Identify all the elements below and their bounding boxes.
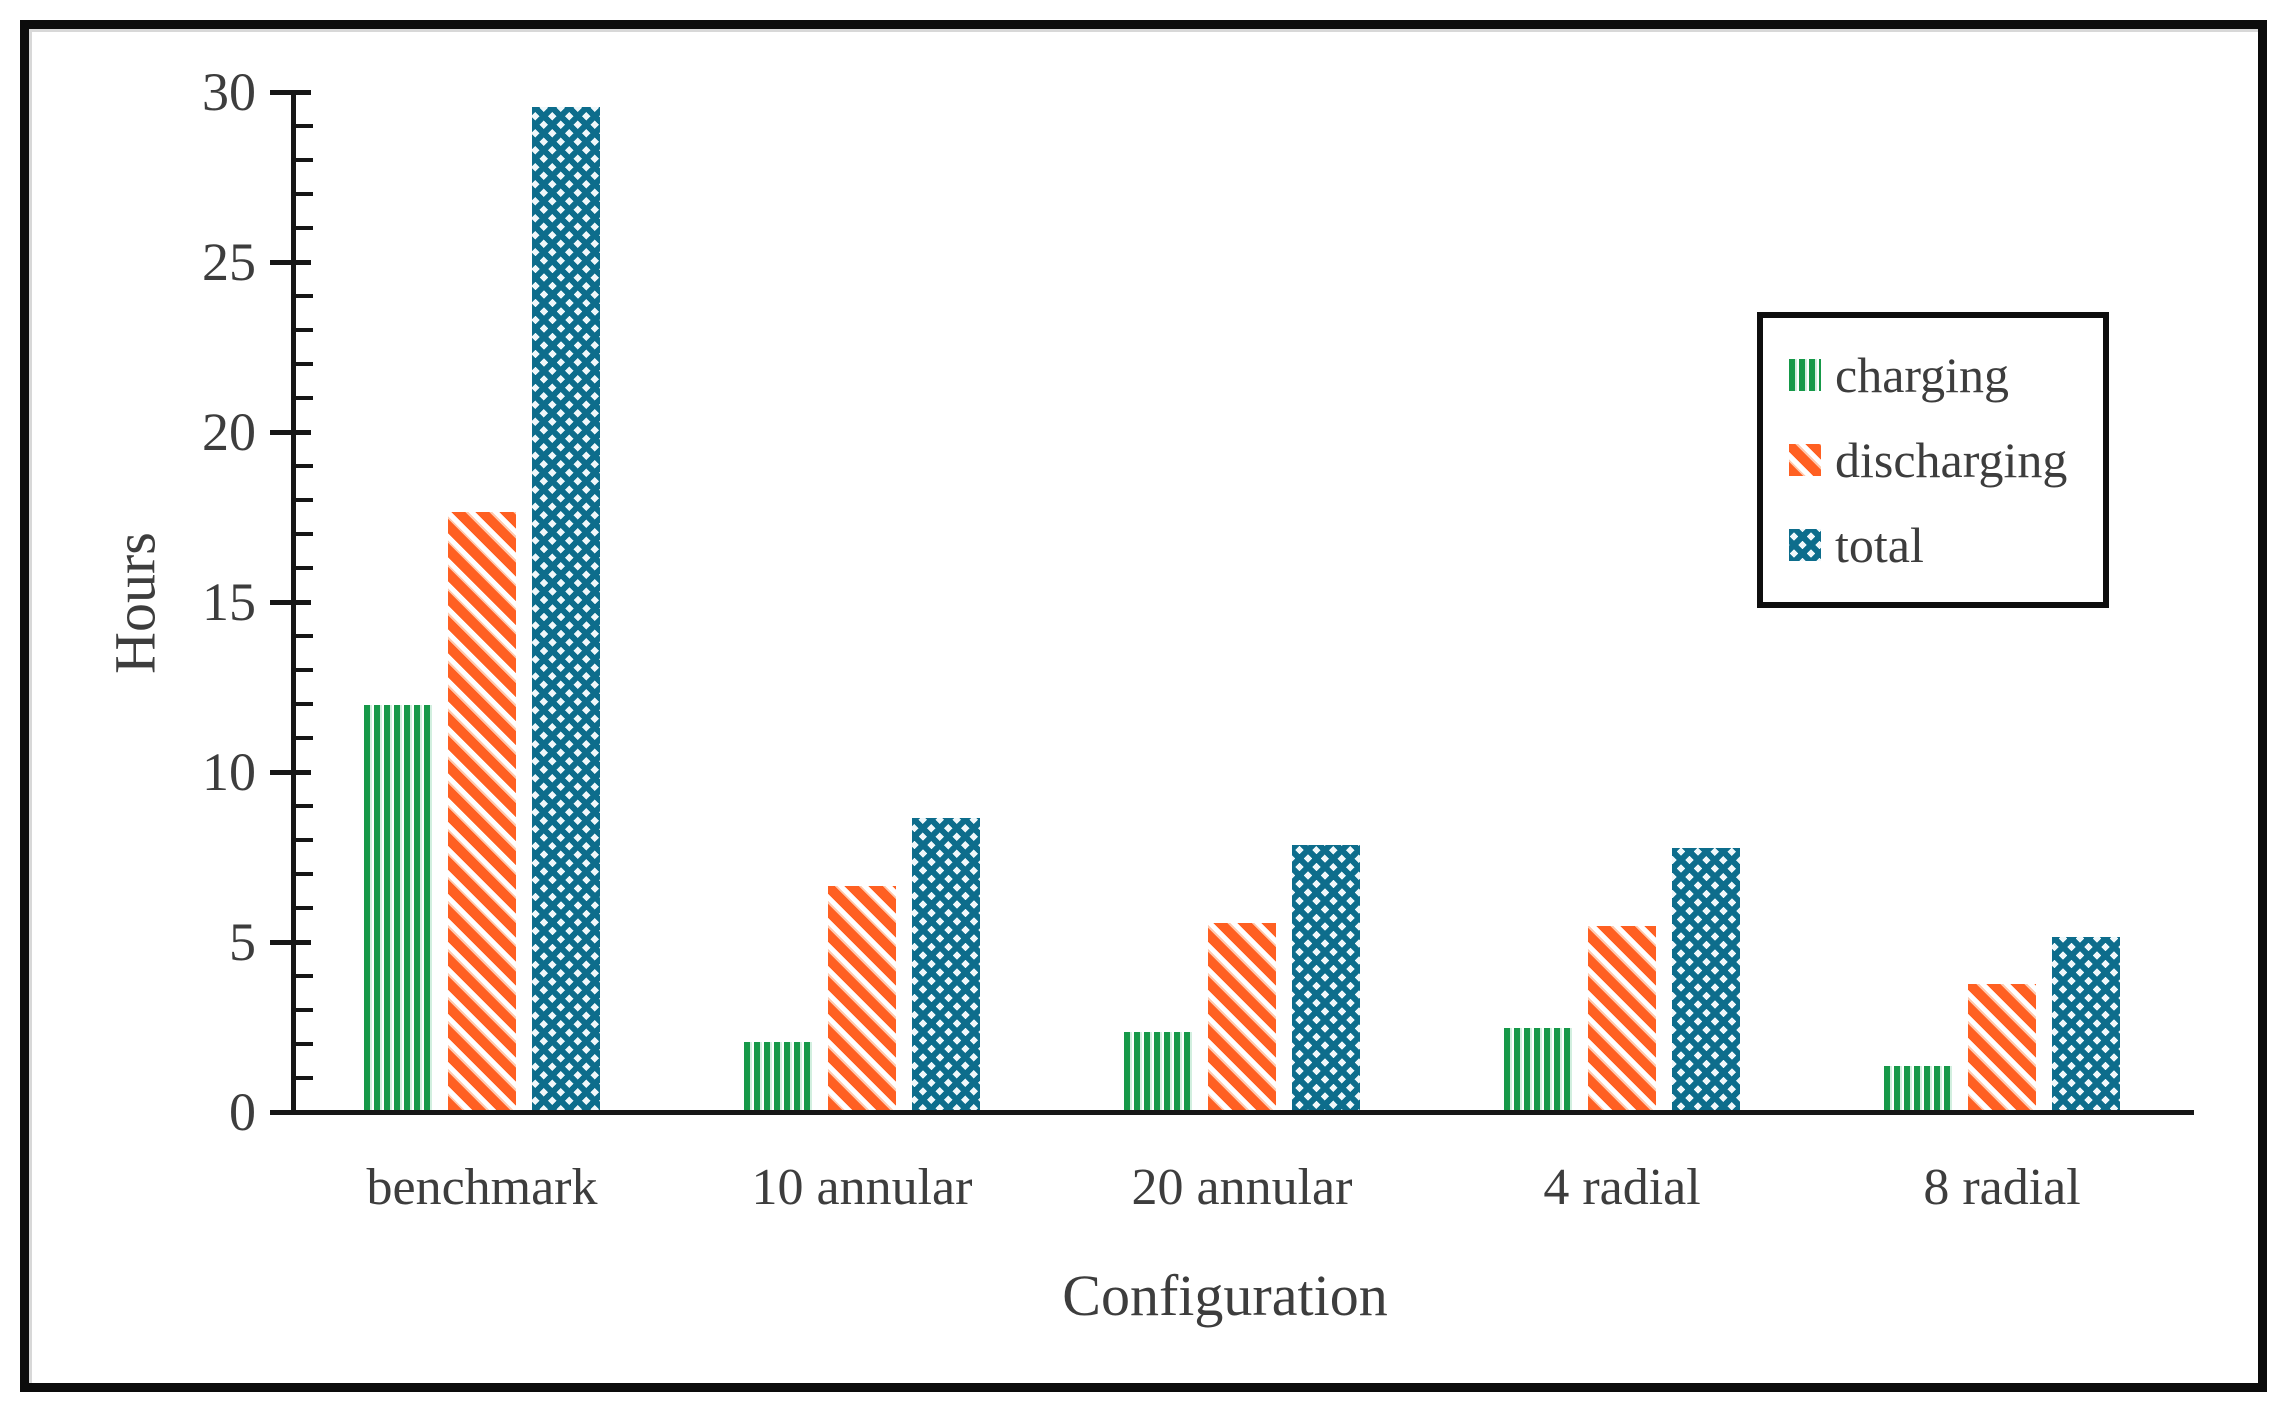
y-minor-tick <box>296 1008 313 1012</box>
y-minor-tick <box>296 974 313 978</box>
legend-swatch-discharging <box>1789 443 1821 476</box>
bar-charging-20-annular <box>1124 1032 1192 1110</box>
y-major-tick <box>270 769 311 775</box>
y-minor-tick <box>296 872 313 876</box>
y-major-tick <box>270 89 311 95</box>
y-tick-label: 30 <box>202 62 256 122</box>
y-minor-tick <box>296 566 313 570</box>
y-tick-label: 15 <box>202 572 256 632</box>
y-minor-tick <box>296 532 313 536</box>
y-minor-tick <box>296 396 313 400</box>
y-minor-tick <box>296 804 313 808</box>
y-tick-label: 10 <box>202 742 256 802</box>
y-tick-label: 5 <box>229 912 256 972</box>
x-tick-label: 4 radial <box>1543 1159 1701 1216</box>
y-minor-tick <box>296 294 313 298</box>
bar-discharging-8-radial <box>1968 984 2036 1110</box>
bar-discharging-4-radial <box>1588 926 1656 1110</box>
legend-label: discharging <box>1835 431 2068 488</box>
x-tick-label: 20 annular <box>1131 1159 1353 1216</box>
legend: charging discharging total <box>1757 312 2109 608</box>
bar-discharging-benchmark <box>448 512 516 1110</box>
y-major-tick <box>270 939 311 945</box>
bar-charging-benchmark <box>364 705 432 1110</box>
legend-item-total: total <box>1789 516 2077 574</box>
legend-item-charging: charging <box>1789 346 2077 404</box>
y-tick-label: 20 <box>202 402 256 462</box>
y-minor-tick <box>296 158 313 162</box>
x-tick-label: 10 annular <box>751 1159 973 1216</box>
bar-total-benchmark <box>532 107 600 1110</box>
bar-total-4-radial <box>1672 848 1740 1110</box>
x-tick-label: 8 radial <box>1923 1159 2081 1216</box>
y-minor-tick <box>296 702 313 706</box>
y-major-tick <box>270 599 311 605</box>
bar-charging-8-radial <box>1884 1066 1952 1110</box>
y-minor-tick <box>296 328 313 332</box>
bar-charging-4-radial <box>1504 1028 1572 1110</box>
legend-label: charging <box>1835 346 2010 403</box>
figure-border <box>20 20 2267 1392</box>
legend-item-discharging: discharging <box>1789 431 2077 489</box>
y-minor-tick <box>296 634 313 638</box>
y-minor-tick <box>296 192 313 196</box>
bar-discharging-20-annular <box>1208 923 1276 1110</box>
y-minor-tick <box>296 498 313 502</box>
x-axis-line <box>272 1110 2194 1115</box>
y-minor-tick <box>296 362 313 366</box>
y-minor-tick <box>296 668 313 672</box>
y-minor-tick <box>296 226 313 230</box>
bar-discharging-10-annular <box>828 886 896 1110</box>
legend-label: total <box>1835 517 1924 574</box>
legend-swatch-total <box>1789 529 1821 562</box>
y-minor-tick <box>296 736 313 740</box>
legend-swatch-charging <box>1789 358 1821 391</box>
bar-total-8-radial <box>2052 937 2120 1110</box>
y-major-tick <box>270 259 311 265</box>
y-minor-tick <box>296 838 313 842</box>
x-axis-title: Configuration <box>1062 1263 1388 1328</box>
y-minor-tick <box>296 1076 313 1080</box>
bar-total-10-annular <box>912 818 980 1110</box>
y-tick-label: 0 <box>229 1082 256 1142</box>
bar-total-20-annular <box>1292 845 1360 1110</box>
bar-charging-10-annular <box>744 1042 812 1110</box>
y-minor-tick <box>296 1042 313 1046</box>
y-major-tick <box>270 1109 311 1115</box>
x-tick-label: benchmark <box>366 1159 598 1216</box>
y-major-tick <box>270 429 311 435</box>
y-minor-tick <box>296 464 313 468</box>
y-minor-tick <box>296 124 313 128</box>
y-tick-label: 25 <box>202 232 256 292</box>
y-minor-tick <box>296 906 313 910</box>
